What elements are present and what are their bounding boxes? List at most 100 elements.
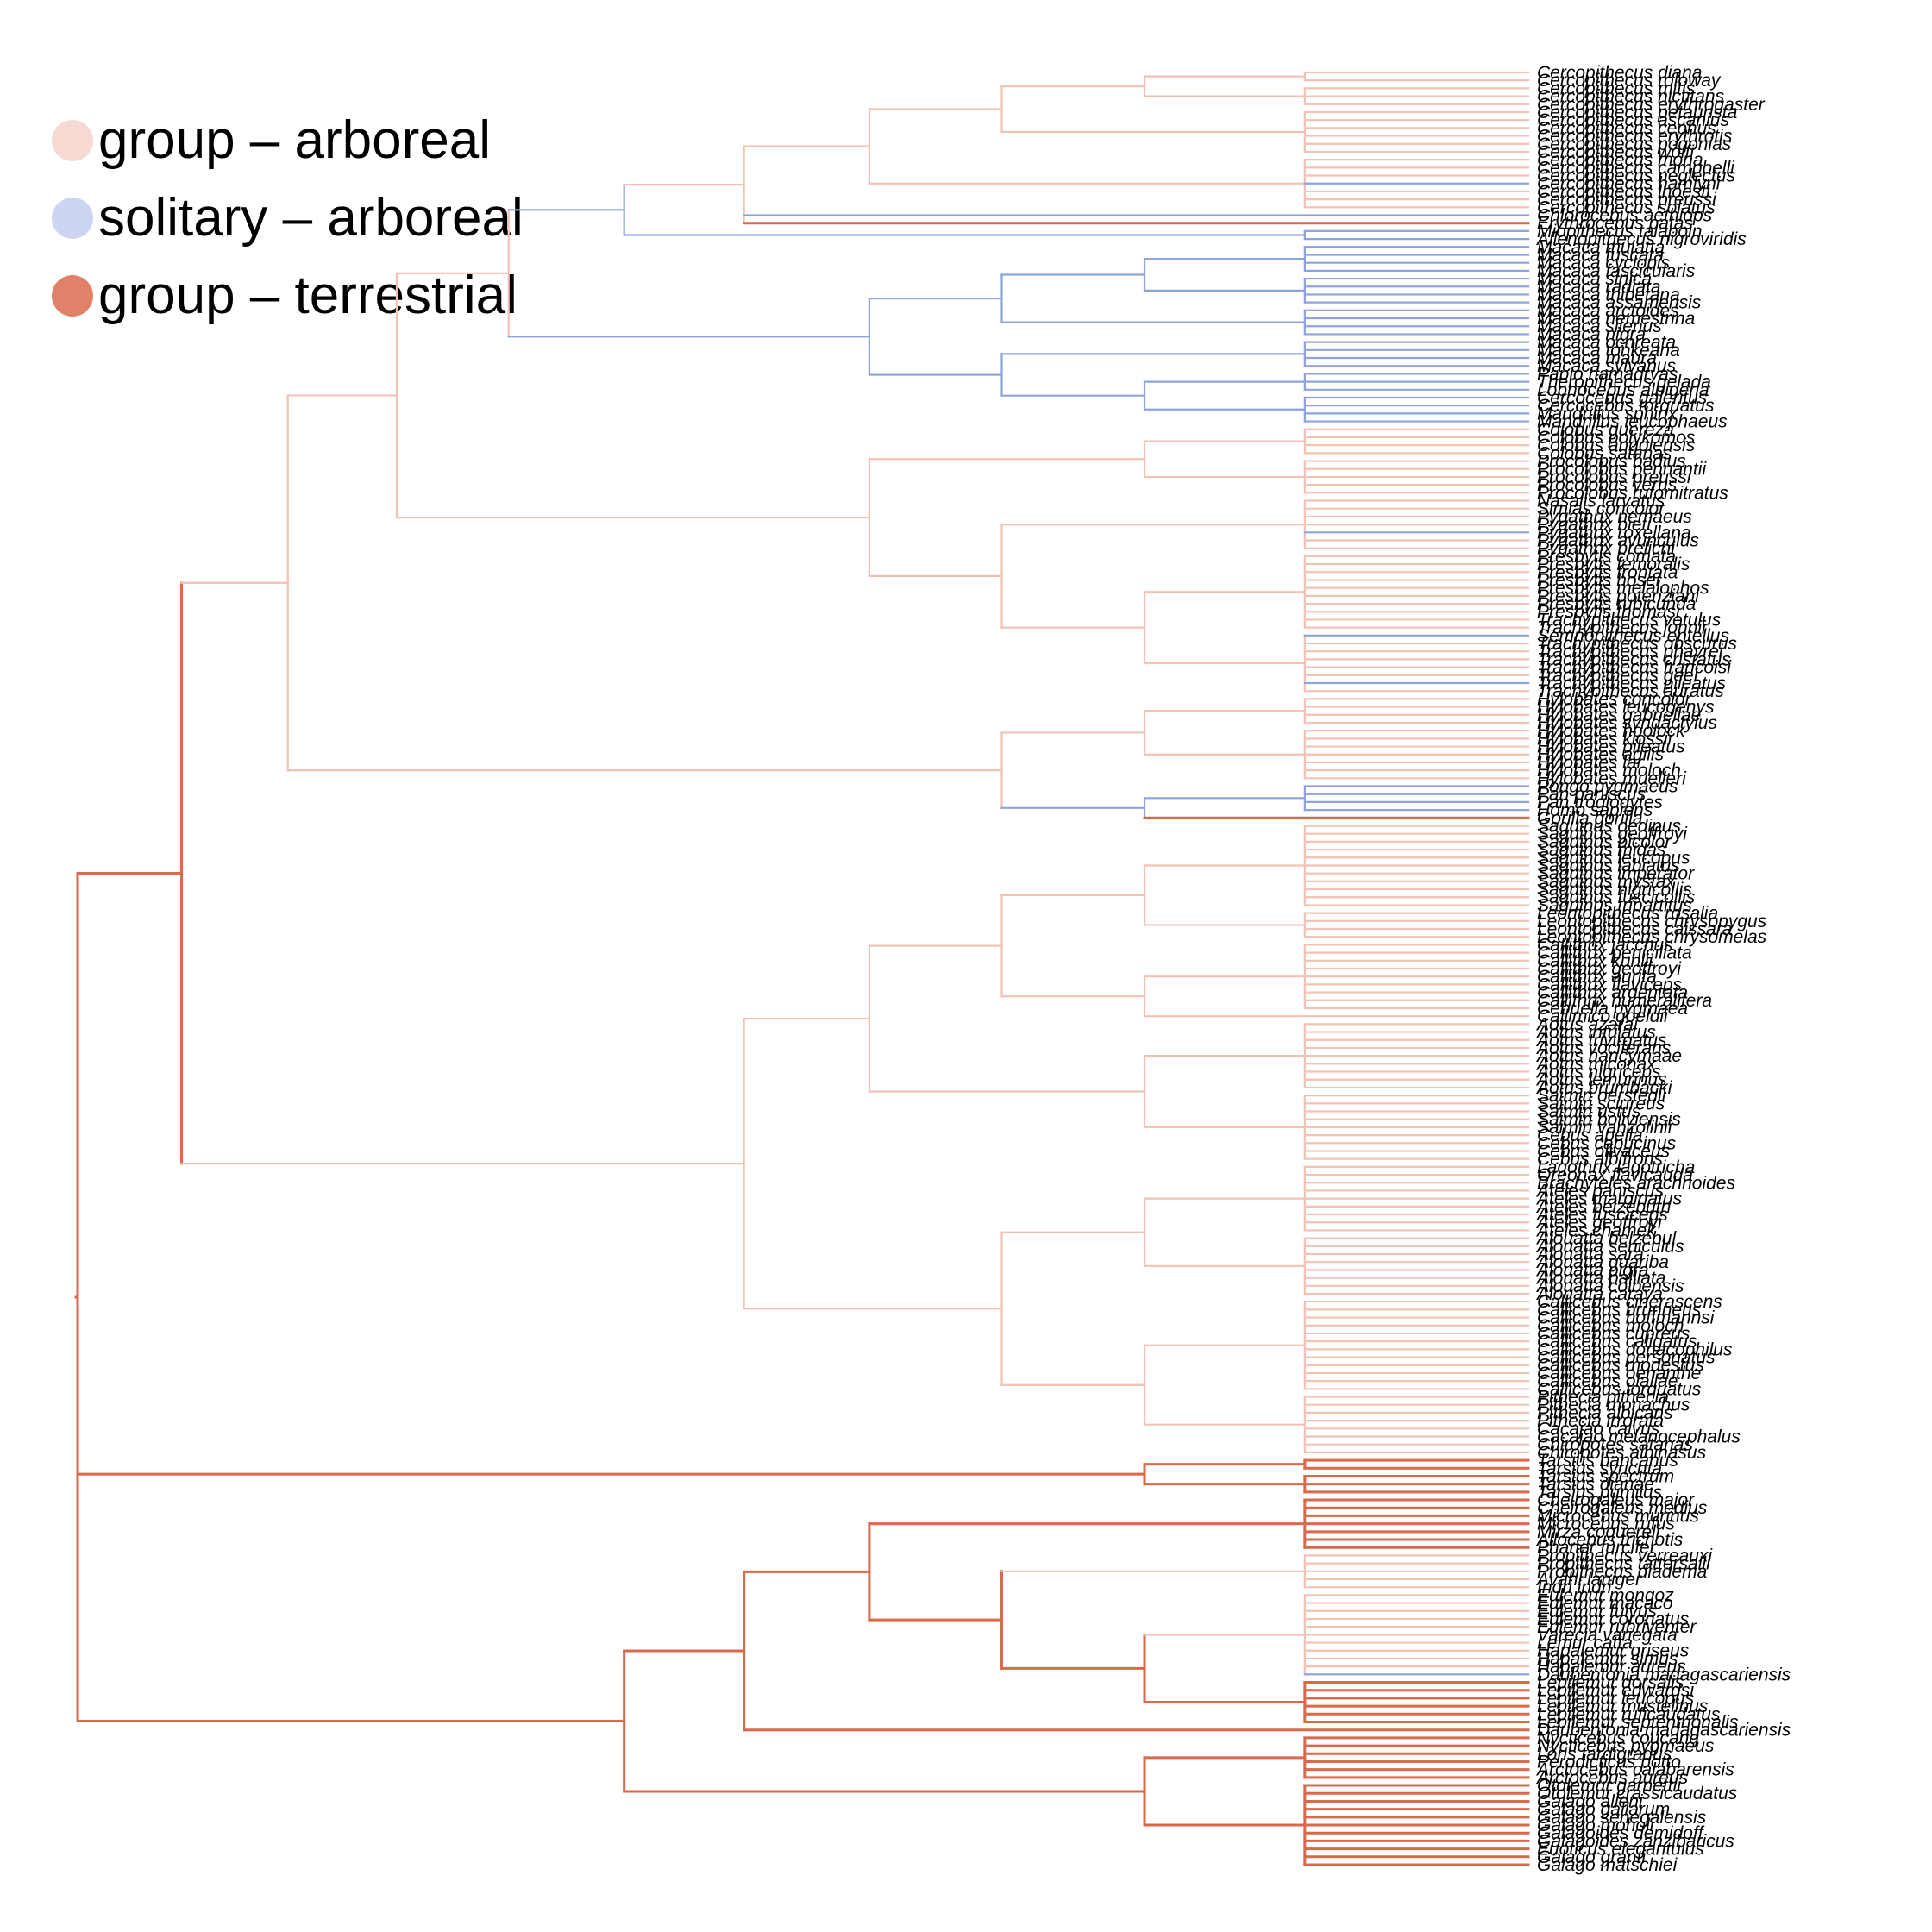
tip-label: Cercopithecus hamlyni bbox=[1537, 174, 1722, 194]
tip-label: Presbytis melalophos bbox=[1537, 579, 1709, 599]
tip-label: Tarsius syrichta bbox=[1537, 1458, 1662, 1478]
tip-label: Trachypithecus vetulus bbox=[1537, 610, 1722, 630]
tip-label: Ateles chamek bbox=[1535, 1220, 1657, 1240]
tip-label: Aotus infulatus bbox=[1535, 1023, 1656, 1043]
tip-label: Cercocebus galeritus bbox=[1537, 388, 1708, 408]
tip-label: Hylobates muelleri bbox=[1537, 768, 1687, 788]
tip-label: Alouatta caraya bbox=[1535, 1284, 1663, 1304]
tip-label: Euoticus elegantulus bbox=[1537, 1840, 1704, 1860]
legend-label-group-arboreal: group – arboreal bbox=[98, 110, 491, 170]
tip-label: Colobus satanas bbox=[1537, 443, 1672, 463]
tip-label: Macaca nigra bbox=[1537, 324, 1646, 344]
tip-label: Ateles marginatus bbox=[1535, 1189, 1683, 1209]
tip-label: Aotus nigriceps bbox=[1535, 1063, 1661, 1082]
tip-label: Nycticebus pygmaeus bbox=[1537, 1736, 1715, 1756]
tip-label: Trachypithecus auratus bbox=[1537, 681, 1724, 701]
tip-label: Hapalemur griseus bbox=[1537, 1641, 1690, 1661]
tip-label: Cercopithecus mitis bbox=[1537, 78, 1696, 98]
tip-label: Trachypithecus pileatus bbox=[1537, 674, 1727, 693]
tip-label: Microcebus rufus bbox=[1537, 1515, 1675, 1534]
tip-label: Presbytis thomasi bbox=[1537, 602, 1681, 622]
tip-label: Ateles belzebuth bbox=[1535, 1197, 1671, 1217]
tip-label: Macaca assamensis bbox=[1537, 293, 1702, 313]
tip-label: Callicebus modestus bbox=[1537, 1356, 1704, 1376]
tip-label: Callicebus cupreus bbox=[1537, 1324, 1690, 1344]
tip-label: Galagoides demidoff bbox=[1537, 1823, 1705, 1843]
tip-label: Aotus nancymaae bbox=[1535, 1046, 1682, 1066]
tip-label: Pan troglodytes bbox=[1537, 793, 1663, 812]
tip-label: Tarsius pumilus bbox=[1537, 1483, 1663, 1502]
tip-label: Hylobates leucogenys bbox=[1537, 698, 1715, 718]
tip-label: Hylobates agilis bbox=[1537, 745, 1665, 765]
tip-label: Macaca cyclopis bbox=[1537, 254, 1671, 273]
tip-label: Colobus polykomos bbox=[1537, 428, 1696, 448]
tip-label: Hapalemur simus bbox=[1537, 1649, 1678, 1669]
tip-label: Callithrix humeralifera bbox=[1537, 991, 1712, 1011]
tip-label: Leontopithecus caissara bbox=[1537, 919, 1732, 939]
tip-label: Homo sapiens bbox=[1537, 800, 1653, 820]
tip-label: Ateles fusciceps bbox=[1535, 1205, 1668, 1225]
tip-label: Aotus lemurinus bbox=[1535, 1070, 1667, 1090]
tip-label: Mirza coquereli bbox=[1537, 1522, 1661, 1542]
tip-label: Procolobus verus bbox=[1537, 475, 1678, 495]
tip-label: Cercopithecus roloway bbox=[1537, 71, 1722, 91]
tip-label: Arctocebus calabarensis bbox=[1535, 1760, 1734, 1780]
tip-label: Callicebus personatus bbox=[1537, 1348, 1716, 1368]
tip-label: Semnopithecus entellus bbox=[1537, 626, 1729, 646]
tip-label: Cebus albifrons bbox=[1537, 1150, 1663, 1170]
tip-label: Lemur catta bbox=[1537, 1634, 1633, 1653]
tip-label: Hapalemur aureus bbox=[1537, 1657, 1686, 1677]
tip-label: Mandrillus sphinx bbox=[1537, 404, 1678, 423]
legend-swatch-group-terrestrial bbox=[52, 275, 93, 317]
tip-label: Chiropotes satanas bbox=[1537, 1435, 1693, 1455]
tip-label: Gorilla gorilla bbox=[1537, 808, 1643, 828]
tip-label: Propithecus verreauxi bbox=[1537, 1546, 1713, 1565]
tip-label: Alouatta belzebul bbox=[1535, 1229, 1677, 1249]
tip-label: Presbytis frontata bbox=[1537, 562, 1678, 582]
tip-label: Colobus angolensis bbox=[1537, 436, 1696, 455]
legend-swatch-group-arboreal bbox=[52, 120, 93, 161]
tip-label: Alouatta sara bbox=[1535, 1245, 1644, 1264]
tip-label: Lepilemur ruficaudatus bbox=[1537, 1704, 1721, 1724]
tip-label: Saguinus geoffroyi bbox=[1537, 825, 1688, 844]
tip-label: Macaca sylvanus bbox=[1537, 356, 1677, 376]
tip-label: Aotus vociferans bbox=[1535, 1038, 1672, 1058]
tip-label: Cebus apella bbox=[1537, 1126, 1643, 1145]
tip-label: Trachypithecus francoisi bbox=[1537, 658, 1732, 678]
tip-label: Hylobates lar bbox=[1537, 753, 1644, 773]
tip-label: Saguinus bicolor bbox=[1537, 832, 1672, 852]
tip-label: Ateles paniscus bbox=[1535, 1181, 1665, 1201]
tip-label: Theropithecus gelada bbox=[1537, 373, 1711, 392]
tip-label: Perodicticus potto bbox=[1537, 1752, 1681, 1772]
tip-label: Cacajao calvus bbox=[1537, 1419, 1660, 1439]
tip-label: Propithecus diadema bbox=[1537, 1562, 1707, 1582]
tip-label: Avahi laniger bbox=[1535, 1570, 1642, 1590]
tip-label: Propithecus tattersalli bbox=[1537, 1554, 1711, 1574]
tip-label: Callicebus brunneus bbox=[1537, 1300, 1702, 1320]
tip-label: Alouatta guariba bbox=[1535, 1252, 1669, 1272]
tip-label: Saguinus labiatus bbox=[1537, 856, 1680, 875]
tip-label: Macaca nemestrina bbox=[1537, 309, 1695, 329]
tip-label: Saimiri vanzolinii bbox=[1537, 1118, 1673, 1138]
tip-label: Pongo pygmaeus bbox=[1537, 777, 1678, 797]
tip-label: Presbytis comata bbox=[1537, 547, 1676, 567]
tip-label: Cercopithecus erythrogaster bbox=[1537, 95, 1766, 115]
tip-label: Cercopithecus neglectus bbox=[1537, 166, 1735, 186]
tip-label: Microcebus murinus bbox=[1537, 1506, 1699, 1526]
tip-label: Callicebus caligatus bbox=[1537, 1332, 1697, 1352]
tip-label: Oreonax flavicauda bbox=[1537, 1165, 1693, 1185]
tip-label: Macaca radiata bbox=[1537, 277, 1661, 297]
tip-label: Hylobates syndactylus bbox=[1537, 713, 1717, 733]
tip-label: Saguinus mystax bbox=[1537, 872, 1676, 892]
tip-label: Callicebus cinerascens bbox=[1537, 1292, 1722, 1312]
tip-label: Procolobus rufomitratus bbox=[1537, 483, 1728, 503]
tip-label: Pygathrix avunculus bbox=[1537, 530, 1699, 550]
tip-label: Callithrix argentata bbox=[1537, 983, 1688, 1003]
tip-label: Tarsius spectrum bbox=[1537, 1466, 1674, 1486]
tip-label: Galago moholi bbox=[1537, 1816, 1655, 1835]
tip-label: Macaca sinica bbox=[1537, 269, 1652, 289]
tip-label: Aotus azarai bbox=[1535, 1014, 1639, 1034]
tip-label: Cebus capucinus bbox=[1537, 1133, 1677, 1153]
